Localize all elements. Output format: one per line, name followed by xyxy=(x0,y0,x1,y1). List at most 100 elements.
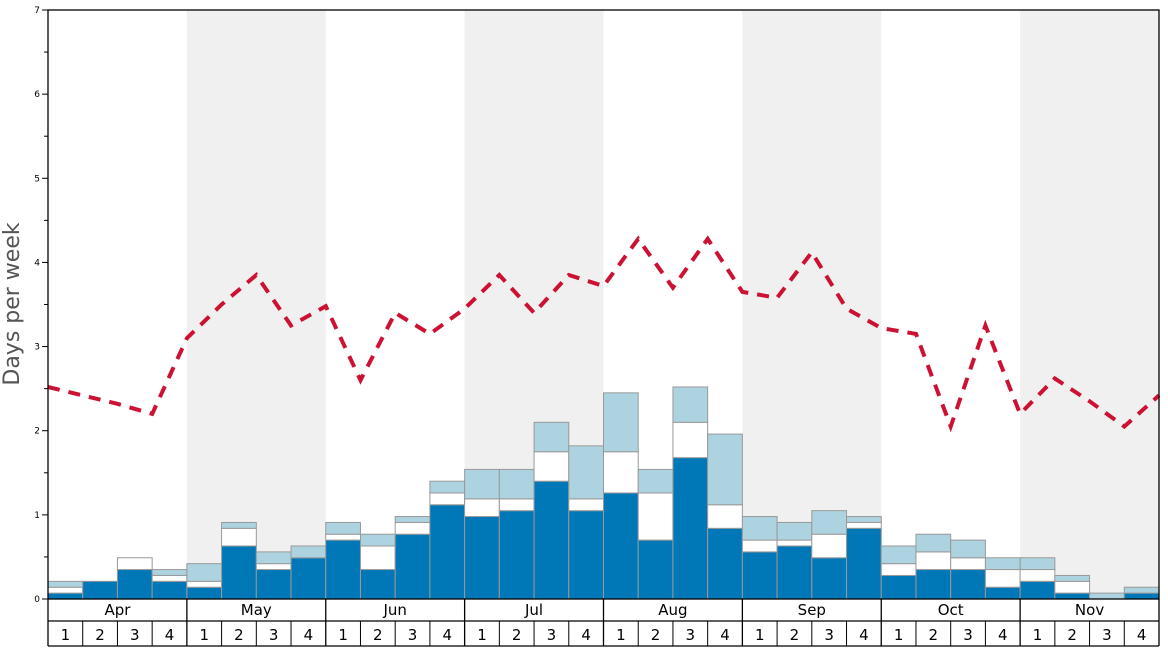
week-label: 2 xyxy=(1067,626,1077,644)
week-label: 1 xyxy=(894,626,904,644)
month-label-sep: Sep xyxy=(798,601,826,619)
bar-week-22-seg-3 xyxy=(776,521,813,541)
month-band-nov xyxy=(1020,10,1159,599)
bar-week-17-seg-3 xyxy=(603,392,639,453)
bar-week-29-seg-2 xyxy=(1019,569,1056,582)
bar-week-11-seg-2 xyxy=(394,521,431,535)
bar-week-14-seg-3 xyxy=(498,468,535,500)
week-label: 3 xyxy=(408,626,418,644)
bar-week-20-seg-2 xyxy=(707,504,743,529)
week-label: 4 xyxy=(304,626,314,644)
month-label-nov: Nov xyxy=(1075,601,1104,619)
month-band-sep xyxy=(742,10,882,599)
bar-week-23-seg-3 xyxy=(811,510,848,535)
week-label: 2 xyxy=(512,626,522,644)
bar-week-25-seg-3 xyxy=(880,545,917,565)
bar-week-30-seg-2 xyxy=(1054,580,1091,594)
bar-week-19-seg-3 xyxy=(672,386,709,423)
week-label: 2 xyxy=(790,626,800,644)
bar-week-6-seg-3 xyxy=(221,521,257,529)
bar-week-27-seg-3 xyxy=(950,539,986,559)
week-label: 3 xyxy=(686,626,696,644)
bar-week-21-seg-3 xyxy=(741,516,778,541)
week-label: 2 xyxy=(373,626,383,644)
week-label: 1 xyxy=(1033,626,1043,644)
bar-week-19-seg-2 xyxy=(672,421,709,459)
bar-week-28-seg-1 xyxy=(984,586,1021,600)
bar-week-6-seg-1 xyxy=(221,545,257,600)
bar-week-1-seg-1 xyxy=(47,592,84,600)
y-tick-label-1: 1 xyxy=(34,511,40,521)
month-label-apr: Apr xyxy=(104,601,131,619)
week-label: 1 xyxy=(338,626,348,644)
bar-week-16-seg-3 xyxy=(568,445,604,500)
week-label: 3 xyxy=(130,626,140,644)
bar-week-13-seg-1 xyxy=(464,516,500,600)
bar-week-1-seg-3 xyxy=(47,580,84,588)
trend-line-1 xyxy=(47,235,1161,433)
bar-week-30-seg-3 xyxy=(1054,574,1091,582)
week-label: 1 xyxy=(199,626,209,644)
month-label-may: May xyxy=(241,601,272,619)
week-label: 2 xyxy=(929,626,939,644)
month-label-oct: Oct xyxy=(938,601,964,619)
week-label: 1 xyxy=(755,626,765,644)
bar-week-3-seg-1 xyxy=(116,569,153,600)
week-label: 3 xyxy=(269,626,279,644)
bar-week-5-seg-2 xyxy=(186,580,223,588)
bar-week-2-seg-1 xyxy=(82,580,118,600)
bar-week-12-seg-3 xyxy=(429,480,466,494)
bar-week-8-seg-3 xyxy=(290,545,327,559)
bar-week-18-seg-2 xyxy=(637,492,674,541)
bar-week-21-seg-1 xyxy=(741,551,778,600)
week-label: 1 xyxy=(616,626,626,644)
bar-week-32-seg-1 xyxy=(1123,592,1160,600)
y-axis-label: Days per week xyxy=(0,222,25,385)
y-tick-label-5: 5 xyxy=(34,174,40,184)
y-tick-label-7: 7 xyxy=(34,6,40,16)
bar-week-16-seg-1 xyxy=(568,510,604,600)
bar-week-20-seg-3 xyxy=(707,433,743,506)
bar-week-22-seg-1 xyxy=(776,545,813,600)
week-label: 4 xyxy=(1137,626,1147,644)
bar-week-10-seg-2 xyxy=(359,545,396,571)
month-label-jun: Jun xyxy=(382,601,406,619)
bar-week-23-seg-2 xyxy=(811,533,848,559)
bar-week-10-seg-1 xyxy=(359,569,396,600)
bar-week-16-seg-2 xyxy=(568,498,604,512)
bar-week-15-seg-3 xyxy=(533,421,570,453)
bar-week-27-seg-1 xyxy=(950,569,986,600)
bar-week-4-seg-1 xyxy=(151,580,188,600)
bar-week-14-seg-1 xyxy=(498,510,535,600)
y-tick-label-0: 0 xyxy=(34,595,40,605)
bar-week-7-seg-2 xyxy=(255,563,292,571)
bar-week-30-seg-1 xyxy=(1054,592,1091,600)
week-label: 4 xyxy=(581,626,591,644)
bar-week-12-seg-2 xyxy=(429,492,466,506)
bar-week-22-seg-2 xyxy=(776,539,813,547)
bar-week-4-seg-2 xyxy=(151,574,188,582)
bar-week-24-seg-1 xyxy=(846,527,882,600)
y-tick-label-6: 6 xyxy=(34,90,40,100)
bar-week-32-seg-3 xyxy=(1123,586,1160,594)
bar-week-8-seg-1 xyxy=(290,557,327,600)
bar-week-7-seg-3 xyxy=(255,551,292,565)
month-label-jul: Jul xyxy=(524,601,543,619)
bar-week-23-seg-1 xyxy=(811,557,848,600)
bar-week-7-seg-1 xyxy=(255,569,292,600)
week-label: 1 xyxy=(61,626,71,644)
bar-week-24-seg-2 xyxy=(846,521,882,529)
bar-week-25-seg-2 xyxy=(880,563,917,576)
bar-week-29-seg-3 xyxy=(1019,557,1056,571)
week-label: 4 xyxy=(165,626,175,644)
bar-week-20-seg-1 xyxy=(707,527,743,600)
week-label: 3 xyxy=(547,626,557,644)
bar-week-3-seg-2 xyxy=(116,557,153,571)
bar-week-28-seg-2 xyxy=(984,569,1021,588)
bar-week-15-seg-2 xyxy=(533,451,570,482)
bar-week-13-seg-2 xyxy=(464,498,500,518)
week-label: 2 xyxy=(95,626,105,644)
bar-week-18-seg-1 xyxy=(637,539,674,600)
bar-week-4-seg-3 xyxy=(151,569,188,576)
